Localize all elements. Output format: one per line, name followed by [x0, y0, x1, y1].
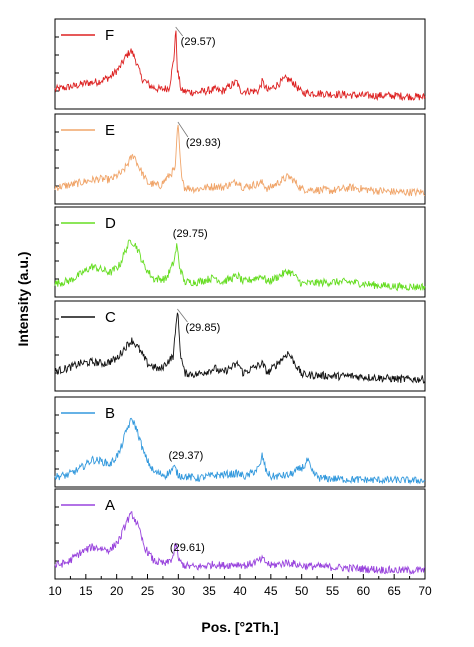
peak-annotation-c: (29.85) — [185, 322, 220, 334]
panel-frame-b — [54, 396, 426, 488]
panel-frame-c — [54, 300, 426, 392]
x-tick-label: 25 — [141, 584, 155, 598]
series-line-e — [54, 124, 426, 197]
legend-label-d: D — [105, 215, 116, 232]
series-line-c — [54, 312, 426, 384]
legend-label-e: E — [105, 122, 115, 139]
series-line-a — [54, 510, 426, 576]
x-tick-label: 35 — [202, 584, 216, 598]
peak-annotation-e: (29.93) — [186, 137, 221, 149]
x-tick-label: 65 — [387, 584, 401, 598]
annotation-leader-c — [177, 308, 188, 323]
panel-frame-e — [54, 113, 426, 205]
peak-annotation-f: (29.57) — [181, 36, 216, 48]
series-line-b — [54, 417, 426, 485]
legend-label-a: A — [105, 497, 115, 514]
x-tick-label: 70 — [418, 584, 432, 598]
peak-annotation-d: (29.75) — [173, 228, 208, 240]
y-axis-title: Intensity (a.u.) — [15, 252, 31, 347]
legend-label-b: B — [105, 405, 115, 422]
legend-label-c: C — [105, 309, 116, 326]
panel-frame-f — [54, 18, 426, 110]
x-tick-label: 45 — [264, 584, 278, 598]
x-tick-label: 30 — [172, 584, 186, 598]
x-tick-label: 60 — [357, 584, 371, 598]
series-line-f — [54, 30, 426, 102]
annotation-leader-e — [177, 121, 189, 138]
peak-annotation-b: (29.37) — [168, 450, 203, 462]
panel-frame-d — [54, 206, 426, 298]
legend-label-f: F — [105, 27, 114, 44]
x-tick-label: 15 — [79, 584, 93, 598]
series-line-d — [54, 239, 426, 292]
x-tick-label: 20 — [110, 584, 124, 598]
peak-annotation-a: (29.61) — [170, 542, 205, 554]
x-tick-label: 50 — [295, 584, 309, 598]
x-axis-title: Pos. [°2Th.] — [201, 619, 278, 635]
x-tick-label: 40 — [233, 584, 247, 598]
x-tick-label: 55 — [326, 584, 340, 598]
annotation-leader-f — [175, 26, 183, 37]
x-tick-label: 10 — [48, 584, 62, 598]
